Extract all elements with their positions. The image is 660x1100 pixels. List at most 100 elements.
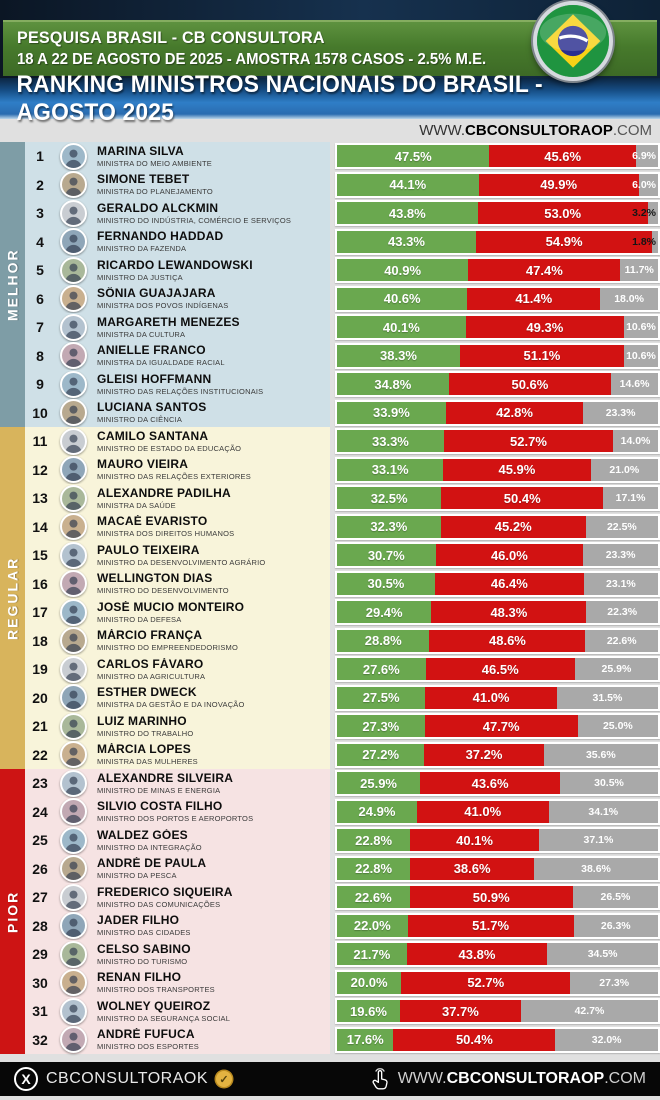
red-segment: 41.0% [425, 686, 557, 709]
bar-area: 43.3% 54.9% 1.8% [330, 228, 660, 255]
minister-name: FREDERICO SIQUEIRA [97, 885, 233, 899]
minister-name-block: FERNANDO HADDAD MINISTRO DA FAZENDA [97, 230, 223, 253]
gray-segment: 27.3% [570, 971, 658, 994]
minister-name-block: MARINA SILVA MINISTRA DO MEIO AMBIENTE [97, 145, 212, 168]
rank-number: 17 [32, 604, 48, 621]
minister-info: 32 ANDRÉ FUFUCA MINISTRO DOS ESPORTES [25, 1025, 330, 1054]
bar-area: 47.5% 45.6% 6.9% [330, 143, 660, 170]
minister-name-block: LUIZ MARINHO MINISTRO DO TRABALHO [97, 715, 193, 738]
minister-info: 31 WOLNEY QUEIROZ MINISTRO DA SEGURANÇA SO… [25, 997, 330, 1026]
page-title: RANKING MINISTROS NACIONAIS DO BRASIL - … [16, 70, 543, 126]
minister-avatar [59, 912, 87, 940]
table-row: 15 PAULO TEIXEIRA MINISTRO DA DESENVOLVIME… [25, 541, 660, 570]
green-segment: 43.8% [337, 202, 478, 225]
minister-name-block: MÁRCIA LOPES MINISTRA DAS MULHERES [97, 743, 198, 766]
minister-title: MINISTRO DO INDÚSTRIA, COMÉRCIO E SERVIÇ… [97, 215, 292, 225]
rank-number: 14 [32, 518, 48, 535]
rank-number: 3 [36, 205, 44, 222]
minister-info: 19 CARLOS FÁVARO MINISTRO DA AGRICULTURA [25, 655, 330, 684]
table-row: 24 SILVIO COSTA FILHO MINISTRO DOS PORTOS … [25, 797, 660, 826]
table-row: 1 MARINA SILVA MINISTRA DO MEIO AMBIENTE 47… [25, 142, 660, 171]
minister-name-block: PAULO TEIXEIRA MINISTRO DA DESENVOLVIMENT… [97, 544, 265, 567]
minister-info: 16 WELLINGTON DIAS MINISTRO DO DESENVOLVIM… [25, 569, 330, 598]
red-segment: 50.6% [448, 373, 612, 396]
minister-avatar [59, 769, 87, 797]
green-segment: 17.6% [337, 1028, 394, 1051]
click-hand-icon [370, 1067, 390, 1091]
minister-avatar [59, 228, 87, 256]
stacked-bar: 33.9% 42.8% 23.3% [335, 399, 660, 426]
table-row: 31 WOLNEY QUEIROZ MINISTRO DA SEGURANÇA SO… [25, 997, 660, 1026]
table-row: 7 MARGARETH MENEZES MINISTRA DA CULTURA 40.… [25, 313, 660, 342]
minister-name-block: JADER FILHO MINISTRO DAS CIDADES [97, 914, 191, 937]
bar-area: 40.6% 41.4% 18.0% [330, 285, 660, 312]
gray-segment: 23.3% [583, 401, 658, 424]
minister-name: WALDEZ GÓES [97, 828, 188, 842]
gray-segment: 17.1% [603, 487, 658, 510]
minister-name: MÁRCIO FRANÇA [97, 629, 203, 643]
bar-area: 27.3% 47.7% 25.0% [330, 713, 660, 740]
rank-number: 2 [36, 176, 44, 193]
avatar-wrap [55, 598, 91, 626]
red-segment: 52.7% [443, 430, 614, 453]
minister-name-block: WOLNEY QUEIROZ MINISTRO DA SEGURANÇA SOCI… [97, 1000, 230, 1023]
minister-name-block: RICARDO LEWANDOWSKI MINISTRO DA JUSTIÇA [97, 259, 253, 282]
bar-area: 29.4% 48.3% 22.3% [330, 599, 660, 626]
header-title: PESQUISA BRASIL - CB CONSULTORA [17, 28, 325, 47]
bar-area: 43.8% 53.0% 3.2% [330, 200, 660, 227]
minister-name-block: WELLINGTON DIAS MINISTRO DO DESENVOLVIMEN… [97, 572, 229, 595]
table-row: 8 ANIELLE FRANCO MINISTRA DA IGUALDADE RAC… [25, 341, 660, 370]
stacked-bar: 17.6% 50.4% 32.0% [335, 1026, 660, 1053]
stacked-bar: 22.6% 50.9% 26.5% [335, 884, 660, 911]
stacked-bar: 44.1% 49.9% 6.0% [335, 171, 660, 198]
red-segment: 48.3% [431, 601, 587, 624]
minister-name: ANDRÉ FUFUCA [97, 1028, 195, 1042]
stacked-bar: 19.6% 37.7% 42.7% [335, 998, 660, 1025]
green-segment: 22.8% [337, 829, 411, 852]
minister-title: MINISTRO DA JUSTIÇA [97, 272, 183, 282]
table-row: 10 LUCIANA SANTOS MINISTRO DA CIÊNCIA 33.9%… [25, 398, 660, 427]
x-logo-icon: X [14, 1067, 38, 1091]
minister-avatar [59, 313, 87, 341]
minister-name: RENAN FILHO [97, 971, 182, 985]
red-segment: 37.7% [399, 1000, 521, 1023]
rank-number: 15 [32, 547, 48, 564]
green-segment: 30.5% [337, 572, 435, 595]
minister-info: 20 ESTHER DWECK MINISTRA DA GESTÃO E DA IN… [25, 683, 330, 712]
stacked-bar: 27.5% 41.0% 31.5% [335, 684, 660, 711]
gray-segment: 14.6% [611, 373, 658, 396]
green-segment: 22.0% [337, 914, 408, 937]
minister-name-block: WALDEZ GÓES MINISTRO DA INTEGRAÇÃO [97, 829, 202, 852]
green-segment: 40.1% [337, 316, 466, 339]
table-row: 14 MACAÉ EVARISTO MINISTRA DOS DIREITOS HU… [25, 512, 660, 541]
table-row: 20 ESTHER DWECK MINISTRA DA GESTÃO E DA IN… [25, 683, 660, 712]
red-segment: 49.9% [478, 173, 639, 196]
red-segment: 51.7% [407, 914, 574, 937]
minister-name: MÁRCIA LOPES [97, 743, 191, 757]
bar-area: 40.9% 47.4% 11.7% [330, 257, 660, 284]
gray-segment: 26.3% [573, 914, 658, 937]
table-row: 23 ALEXANDRE SILVEIRA MINISTRO DE MINAS E … [25, 769, 660, 798]
red-segment: 41.0% [416, 800, 549, 823]
rank-number: 20 [32, 689, 48, 706]
stacked-bar: 22.0% 51.7% 26.3% [335, 912, 660, 939]
bar-area: 22.0% 51.7% 26.3% [330, 912, 660, 939]
minister-name-block: MAURO VIEIRA MINISTRO DAS RELAÇÕES EXTERI… [97, 458, 251, 481]
red-segment: 49.3% [465, 316, 624, 339]
green-segment: 32.3% [337, 515, 441, 538]
green-segment: 47.5% [337, 145, 490, 168]
gray-segment: 25.0% [577, 715, 658, 738]
red-segment: 53.0% [477, 202, 648, 225]
minister-name: WOLNEY QUEIROZ [97, 999, 211, 1013]
avatar-wrap [55, 627, 91, 655]
minister-name-block: MACAÉ EVARISTO MINISTRA DOS DIREITOS HUMA… [97, 515, 234, 538]
avatar-wrap [55, 969, 91, 997]
minister-name: RICARDO LEWANDOWSKI [97, 258, 253, 272]
stacked-bar: 43.8% 53.0% 3.2% [335, 200, 660, 227]
minister-info: 11 CAMILO SANTANA MINISTRO DE ESTADO DA ED… [25, 427, 330, 456]
rank-number: 6 [36, 290, 44, 307]
minister-name-block: RENAN FILHO MINISTRO DOS TRANSPORTES [97, 971, 215, 994]
rank-number: 8 [36, 347, 44, 364]
gray-segment-label: 1.8% [632, 235, 656, 248]
minister-name: GERALDO ALCKMIN [97, 201, 219, 215]
